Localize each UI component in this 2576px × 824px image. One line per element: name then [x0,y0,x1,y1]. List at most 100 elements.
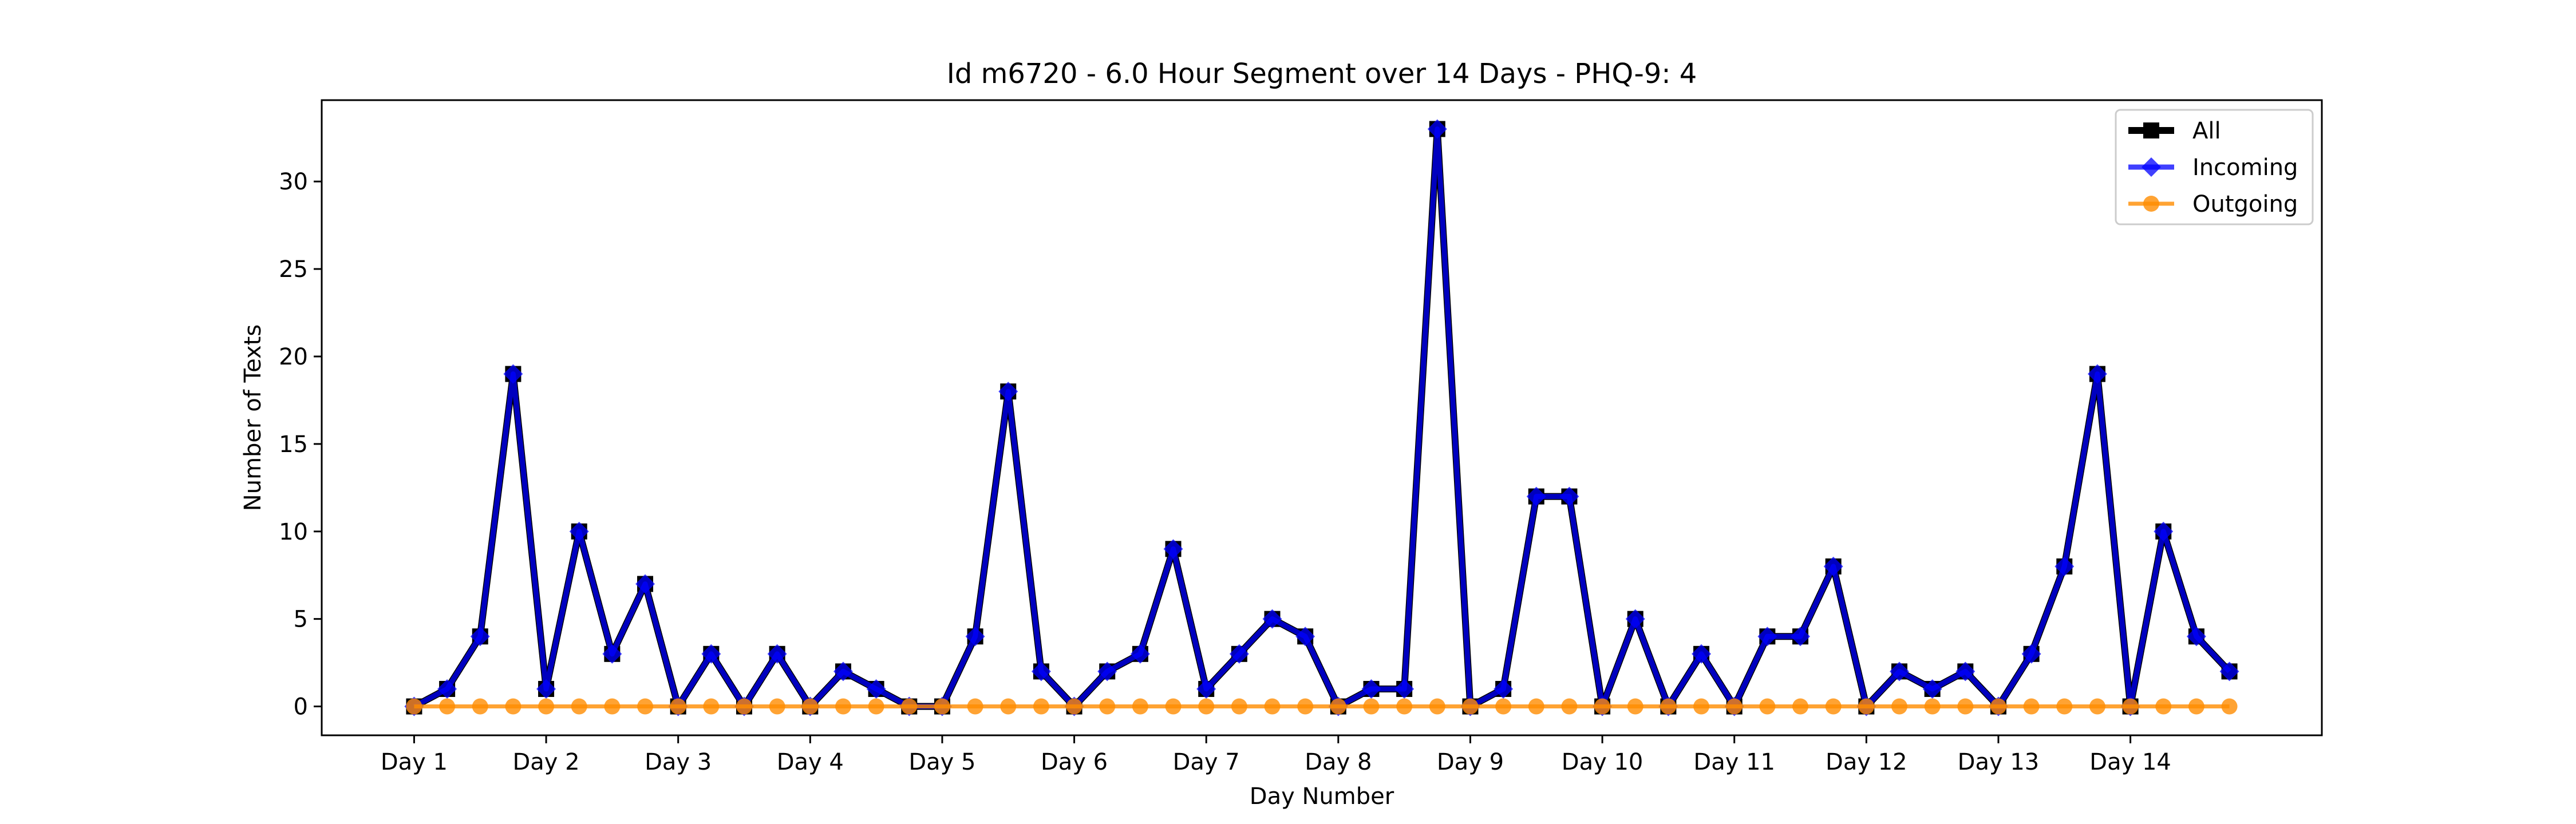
data-point [1330,698,1346,715]
data-point [1130,644,1150,664]
y-tick-label: 15 [279,431,308,458]
data-point [571,698,587,715]
data-point [1262,609,1282,629]
data-point [1394,679,1415,699]
data-point [536,679,556,699]
data-point [1099,698,1116,715]
data-point [470,627,490,647]
data-point [472,698,488,715]
data-point [1891,698,1907,715]
data-point [604,698,621,715]
legend-swatch-marker [2143,122,2159,138]
data-point [2023,698,2040,715]
data-point [1163,539,1183,559]
data-point [1031,661,1051,682]
data-point [2087,364,2107,384]
y-tick-label: 25 [279,256,308,283]
data-point [1858,698,1875,715]
y-tick-label: 5 [294,607,308,633]
data-point [1726,698,1743,715]
data-point [1825,698,1842,715]
y-axis: 0 5 10 15 20 25 30 [279,169,322,720]
x-axis: Day 1 Day 2 Day 3 Day 4 Day 5 Day 6 Day 7 Day 8… [381,735,2171,775]
data-point [1196,679,1216,699]
data-point [1229,644,1249,664]
data-point [505,698,521,715]
x-tick-label: Day 13 [1958,749,2040,775]
data-point [1427,119,1447,139]
data-point [1132,698,1148,715]
data-point [1264,698,1281,715]
data-point [503,364,523,384]
plot-frame [321,99,2323,736]
x-axis-title: Day Number [1250,783,1394,810]
data-point [569,521,589,541]
data-point [1231,698,1247,715]
data-point [2055,556,2075,576]
x-tick-label: Day 4 [777,749,844,775]
data-point [2089,698,2105,715]
data-point [701,644,721,664]
x-tick-label: Day 12 [1826,749,1907,775]
x-tick-label: Day 2 [512,749,579,775]
legend-label: Incoming [2192,154,2298,181]
data-point [1627,698,1643,715]
y-axis-title: Number of Texts [240,324,266,511]
data-point [1922,679,1942,699]
data-point [1495,698,1512,715]
data-point [1759,698,1776,715]
data-point [1990,698,2006,715]
data-point [2154,521,2174,541]
data-point [2155,698,2172,715]
y-tick-label: 30 [279,169,308,195]
data-point [868,698,884,715]
data-point [1792,698,1809,715]
data-point [1526,486,1546,506]
data-point [1692,644,1712,664]
data-point [1000,698,1017,715]
data-point [1363,698,1380,715]
legend-label: Outgoing [2192,191,2298,217]
x-tick-label: Day 8 [1305,749,1372,775]
data-point [2221,698,2238,715]
x-tick-label: Day 10 [1562,749,1643,775]
data-point [406,698,422,715]
data-point [736,698,753,715]
x-tick-label: Day 14 [2089,749,2171,775]
data-point [1660,698,1677,715]
data-point [2186,627,2206,647]
legend-swatch-marker [2143,196,2159,212]
data-point [1462,698,1479,715]
x-tick-label: Day 1 [381,749,448,775]
data-point [1561,698,1578,715]
data-point [670,698,686,715]
data-point [1791,627,1811,647]
data-point [1957,698,1974,715]
data-point [1297,698,1314,715]
data-point [2188,698,2204,715]
data-point [1066,698,1082,715]
x-tick-label: Day 11 [1693,749,1775,775]
y-tick-label: 0 [294,694,308,720]
data-point [1165,698,1182,715]
data-point [866,679,886,699]
data-point [1494,679,1514,699]
data-point [703,698,720,715]
data-point [1625,609,1645,629]
data-point [1823,556,1843,576]
x-tick-label: Day 3 [645,749,712,775]
series-2 [406,698,2238,715]
data-point [998,382,1018,402]
chart-title: Id m6720 - 6.0 Hour Segment over 14 Days… [947,58,1697,90]
data-point [1033,698,1049,715]
data-point [602,644,622,664]
data-point [901,698,918,715]
y-tick-label: 10 [279,519,308,545]
x-tick-label: Day 9 [1437,749,1504,775]
legend: All Incoming Outgoing [2115,109,2314,225]
data-point [1528,698,1544,715]
data-point [1396,698,1413,715]
x-tick-label: Day 7 [1173,749,1240,775]
legend-frame [2115,109,2314,225]
